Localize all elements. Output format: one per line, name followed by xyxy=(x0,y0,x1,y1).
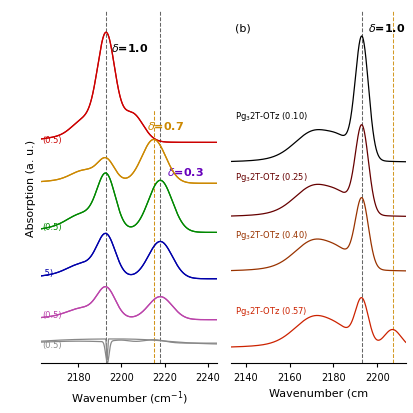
Y-axis label: Absorption (a. u.): Absorption (a. u.) xyxy=(26,140,36,236)
Text: $\delta$=0.7: $\delta$=0.7 xyxy=(147,120,184,132)
Text: .5): .5) xyxy=(43,268,53,277)
X-axis label: Wavenumber (cm: Wavenumber (cm xyxy=(268,388,367,398)
Text: $\delta$=1.0: $\delta$=1.0 xyxy=(110,42,147,54)
Text: $\delta$=1.0: $\delta$=1.0 xyxy=(368,21,405,33)
Text: (b): (b) xyxy=(234,24,250,33)
Text: Pg$_3$2T-OTz (0.25): Pg$_3$2T-OTz (0.25) xyxy=(234,170,307,183)
X-axis label: Wavenumber (cm$^{-1}$): Wavenumber (cm$^{-1}$) xyxy=(70,388,187,406)
Text: $\delta$=0.3: $\delta$=0.3 xyxy=(166,165,203,177)
Text: (0.5): (0.5) xyxy=(43,136,62,145)
Text: (0.5): (0.5) xyxy=(43,340,62,349)
Text: (0.5): (0.5) xyxy=(43,310,62,319)
Text: Pg$_3$2T-OTz (0.57): Pg$_3$2T-OTz (0.57) xyxy=(234,304,307,317)
Text: (0.5): (0.5) xyxy=(43,223,62,232)
Text: Pg$_3$2T-OTz (0.10): Pg$_3$2T-OTz (0.10) xyxy=(234,109,307,122)
Text: Pg$_3$2T-OTz (0.40): Pg$_3$2T-OTz (0.40) xyxy=(234,228,307,241)
